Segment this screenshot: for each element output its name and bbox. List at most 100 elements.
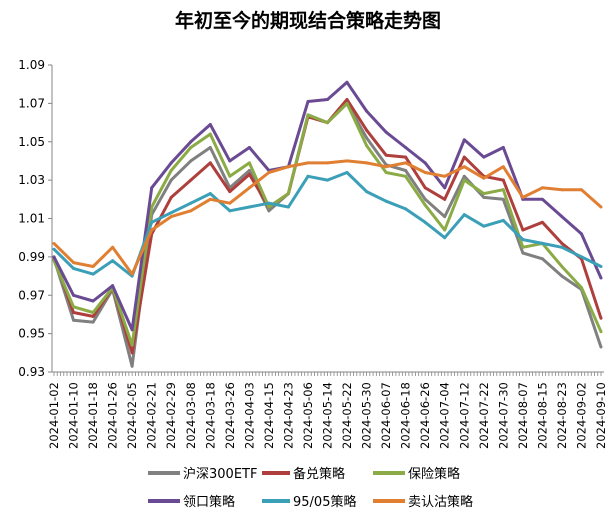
data-point-3-17 [384, 130, 388, 134]
data-point-4-16 [365, 190, 369, 194]
data-point-5-19 [423, 170, 427, 174]
legend-label: 卖认沽策略 [408, 495, 474, 510]
data-point-3-1 [72, 293, 76, 297]
data-point-3-28 [599, 276, 603, 280]
data-point-2-9 [228, 174, 232, 178]
data-point-3-20 [443, 186, 447, 190]
data-point-3-4 [130, 328, 134, 332]
data-point-3-7 [189, 140, 193, 144]
data-point-2-16 [365, 144, 369, 148]
data-point-5-14 [326, 161, 329, 165]
data-point-4-12 [286, 205, 290, 209]
data-point-0-23 [501, 197, 505, 201]
data-point-5-12 [286, 165, 290, 169]
data-point-4-18 [404, 207, 408, 211]
data-point-3-22 [482, 155, 486, 159]
legend-label: 领口策略 [183, 495, 236, 510]
legend-item-3: 领口策略 [148, 491, 235, 510]
legend-label: 95/05策略 [293, 495, 357, 510]
data-point-5-6 [169, 215, 173, 219]
data-point-1-15 [345, 98, 349, 102]
data-point-4-27 [579, 255, 583, 259]
data-point-5-22 [482, 176, 486, 180]
data-point-1-1 [72, 311, 76, 315]
y-tick-label: 0.99 [18, 250, 45, 264]
data-point-0-25 [540, 257, 544, 261]
data-point-2-23 [501, 188, 505, 192]
data-point-0-6 [169, 178, 173, 182]
legend-swatch [373, 498, 405, 503]
data-point-4-21 [462, 213, 466, 217]
legend-swatch [262, 498, 290, 503]
data-point-4-15 [345, 170, 349, 174]
data-point-2-10 [247, 161, 251, 165]
data-point-3-2 [91, 299, 95, 303]
legend-item-1: 备兑策略 [262, 463, 345, 482]
data-point-5-11 [267, 170, 271, 174]
data-point-1-23 [501, 178, 505, 182]
x-tick-label: 2024-07-12 [457, 382, 471, 449]
data-point-0-22 [482, 195, 486, 199]
data-point-1-9 [228, 190, 232, 194]
data-point-3-26 [560, 215, 564, 219]
data-point-4-1 [72, 266, 76, 270]
data-point-5-16 [365, 161, 369, 165]
data-point-5-0 [52, 241, 56, 245]
data-point-4-17 [384, 199, 388, 203]
data-point-2-4 [130, 343, 134, 347]
legend-swatch [148, 470, 180, 475]
data-point-3-21 [462, 138, 466, 142]
x-tick-label: 2024-06-26 [418, 382, 432, 449]
data-point-3-23 [501, 146, 505, 150]
data-point-2-19 [423, 203, 427, 207]
data-point-1-19 [423, 186, 427, 190]
data-point-4-26 [560, 245, 564, 249]
data-point-4-14 [326, 178, 329, 182]
x-tick-label: 2024-01-02 [47, 382, 61, 449]
data-point-4-10 [247, 205, 251, 209]
data-point-1-4 [130, 351, 134, 355]
data-point-5-28 [599, 205, 603, 209]
legend-swatch [148, 498, 180, 503]
data-point-2-22 [482, 192, 486, 196]
data-point-4-7 [189, 201, 193, 205]
data-point-1-17 [384, 153, 388, 157]
data-point-2-26 [560, 264, 564, 268]
data-point-3-14 [326, 98, 329, 102]
data-point-5-18 [404, 161, 408, 165]
legend-swatch [373, 470, 405, 475]
x-tick-label: 2024-08-15 [535, 382, 549, 449]
data-point-2-21 [462, 178, 466, 182]
data-point-1-10 [247, 172, 251, 176]
y-tick-label: 1.03 [18, 173, 45, 187]
y-tick-label: 1.05 [18, 135, 45, 149]
data-point-3-18 [404, 146, 408, 150]
data-point-1-2 [91, 314, 95, 318]
data-point-2-11 [267, 205, 271, 209]
x-tick-label: 2024-01-18 [86, 382, 100, 449]
data-point-3-13 [306, 99, 310, 103]
data-point-4-28 [599, 264, 603, 268]
data-point-4-24 [521, 238, 525, 242]
chart-title: 年初至今的期现结合策略走势图 [174, 10, 441, 32]
data-point-5-2 [91, 264, 95, 268]
data-point-1-16 [365, 128, 369, 132]
x-tick-label: 2024-06-18 [399, 382, 413, 449]
data-point-0-19 [423, 197, 427, 201]
x-tick-label: 2024-04-15 [262, 382, 276, 449]
data-point-3-10 [247, 146, 251, 150]
legend-label: 保险策略 [408, 467, 461, 482]
data-point-0-20 [443, 215, 447, 219]
y-tick-label: 0.93 [18, 365, 45, 379]
x-tick-label: 2024-02-05 [125, 382, 139, 449]
data-point-1-20 [443, 197, 447, 201]
data-point-5-27 [579, 188, 583, 192]
legend-item-5: 卖认沽策略 [373, 491, 473, 510]
data-point-4-0 [52, 247, 56, 251]
data-point-0-8 [208, 146, 212, 150]
data-point-2-6 [169, 169, 173, 173]
data-point-1-18 [404, 155, 408, 159]
data-point-5-4 [130, 272, 134, 276]
data-point-4-6 [169, 211, 173, 215]
